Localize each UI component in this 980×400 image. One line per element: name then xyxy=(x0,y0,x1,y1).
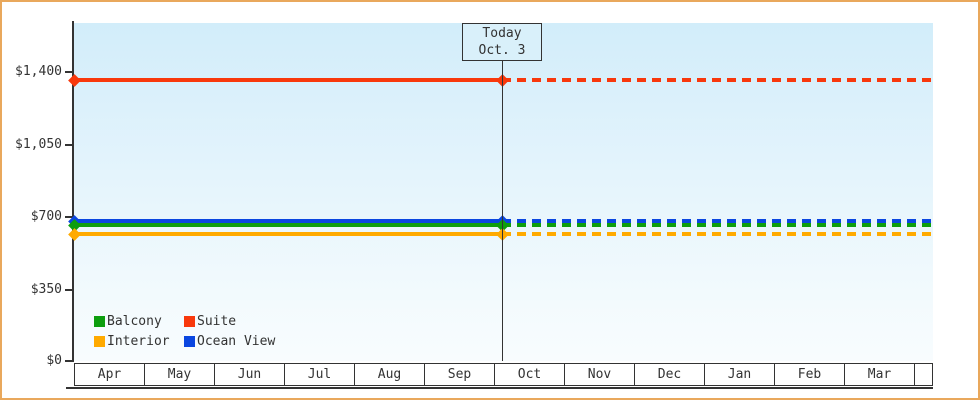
plot-area xyxy=(74,23,933,361)
month-cell: Jun xyxy=(215,364,285,385)
legend-item-ocean-view: Ocean View xyxy=(184,333,276,349)
today-annotation-box: Today Oct. 3 xyxy=(462,23,542,61)
y-axis-tick xyxy=(65,71,73,73)
legend-label: Interior xyxy=(107,333,170,349)
month-cell: Dec xyxy=(635,364,705,385)
series-line-solid-suite xyxy=(74,78,502,82)
month-cell: Sep xyxy=(425,364,495,385)
y-axis-line xyxy=(72,21,74,362)
today-label: Today xyxy=(482,26,522,41)
legend-item-balcony: Balcony xyxy=(94,313,162,329)
x-axis-baseline xyxy=(66,387,933,389)
ocean-view-swatch-icon xyxy=(184,335,195,347)
month-cell-empty xyxy=(915,364,932,385)
series-line-dashed-suite xyxy=(502,78,933,82)
series-line-solid-balcony xyxy=(74,223,502,227)
month-cell: Oct xyxy=(495,364,565,385)
y-axis-tick xyxy=(65,360,73,362)
balcony-swatch-icon xyxy=(94,315,105,327)
y-axis-label: $1,050 xyxy=(15,137,62,152)
series-line-solid-ocean-view xyxy=(74,219,502,223)
y-axis-tick xyxy=(65,216,73,218)
month-cell: Jul xyxy=(285,364,355,385)
y-axis-tick xyxy=(65,144,73,146)
month-cell: May xyxy=(145,364,215,385)
legend-label: Suite xyxy=(197,313,237,329)
month-cell: Jan xyxy=(705,364,775,385)
y-axis-tick xyxy=(65,289,73,291)
month-row: Apr May Jun Jul Aug Sep Oct Nov Dec Jan Feb Mar xyxy=(74,363,933,386)
series-line-dashed-interior xyxy=(502,232,933,236)
series-line-dashed-balcony xyxy=(502,223,933,227)
series-line-solid-interior xyxy=(74,232,502,236)
y-axis-label: $1,400 xyxy=(15,64,62,79)
legend-label: Ocean View xyxy=(197,333,276,349)
legend-item-interior: Interior xyxy=(94,333,170,349)
today-vertical-line xyxy=(502,61,503,361)
legend-item-suite: Suite xyxy=(184,313,237,329)
month-cell: Mar xyxy=(845,364,915,385)
interior-swatch-icon xyxy=(94,335,105,347)
y-axis-label: $700 xyxy=(30,209,62,224)
month-cell: Aug xyxy=(355,364,425,385)
series-line-dashed-ocean-view xyxy=(502,219,933,223)
suite-swatch-icon xyxy=(184,315,195,327)
today-date: Oct. 3 xyxy=(478,43,526,58)
y-axis-label: $0 xyxy=(46,353,62,368)
y-axis-label: $350 xyxy=(30,282,62,297)
month-cell: Nov xyxy=(565,364,635,385)
legend-label: Balcony xyxy=(107,313,162,329)
month-cell: Apr xyxy=(75,364,145,385)
month-cell: Feb xyxy=(775,364,845,385)
